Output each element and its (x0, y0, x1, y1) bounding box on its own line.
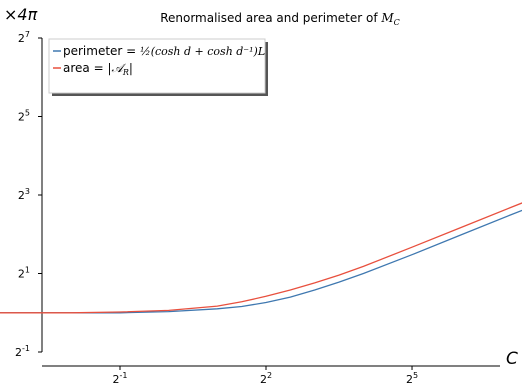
x-axis-label: C (506, 349, 518, 369)
y-axis-unit-label: ×4π (4, 5, 38, 24)
series-layer (0, 63, 522, 313)
x-axis-ticks: 2-1222528211214 (113, 366, 522, 386)
x-tick-label: 25 (406, 371, 418, 386)
x-tick-label: 2-1 (113, 371, 128, 386)
chart-title: Renormalised area and perimeter of MC (160, 11, 400, 27)
legend: perimeter = ½(cosh d + cosh d⁻¹)L area =… (49, 39, 268, 96)
legend-label-area: area = |𝒜R| (63, 61, 133, 77)
y-tick-label: 27 (18, 30, 30, 45)
legend-label-perimeter: perimeter = ½(cosh d + cosh d⁻¹)L (63, 44, 265, 58)
x-tick-label: 22 (260, 371, 272, 386)
y-tick-label: 2-1 (15, 344, 30, 359)
series-line-perimeter (0, 71, 522, 313)
y-tick-label: 23 (18, 187, 30, 202)
series-line-area (0, 63, 522, 313)
y-tick-label: 21 (18, 266, 30, 281)
y-tick-label: 25 (18, 109, 30, 124)
y-axis-ticks: 2-1 21 23 25 27 (15, 30, 42, 359)
